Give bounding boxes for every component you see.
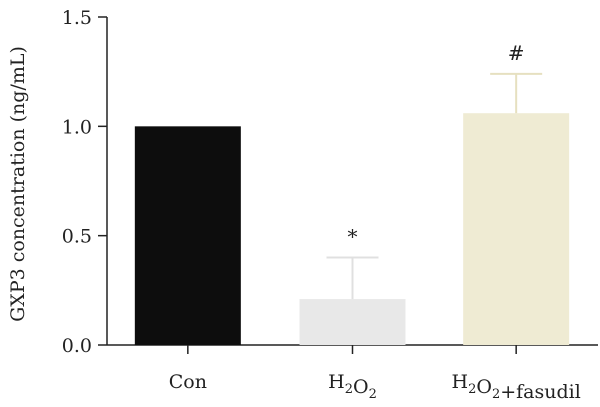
y-axis-title: GXP3 concentration (ng/mL) [7, 46, 29, 322]
bar [463, 113, 570, 345]
bars [134, 113, 570, 345]
category-labels: Con H2O2 H2O2+fasudil [169, 371, 581, 403]
error-bars [326, 72, 543, 300]
x-category-label: Con [169, 371, 207, 393]
bar [134, 126, 241, 345]
y-tick-label: 0.0 [62, 335, 92, 357]
significance-mark: # [508, 41, 525, 65]
significance-mark: * [348, 225, 358, 249]
bar [299, 299, 406, 345]
x-axis [107, 344, 598, 354]
x-category-label: H2O2 [328, 371, 377, 402]
y-tick-label: 1.0 [62, 116, 92, 138]
y-tick-label: 1.5 [62, 7, 92, 29]
annotations: *# [348, 41, 525, 249]
y-axis: 0.0 0.5 1.0 1.5 [62, 7, 108, 357]
x-category-label: H2O2+fasudil [452, 371, 581, 403]
y-tick-label: 0.5 [62, 226, 92, 248]
